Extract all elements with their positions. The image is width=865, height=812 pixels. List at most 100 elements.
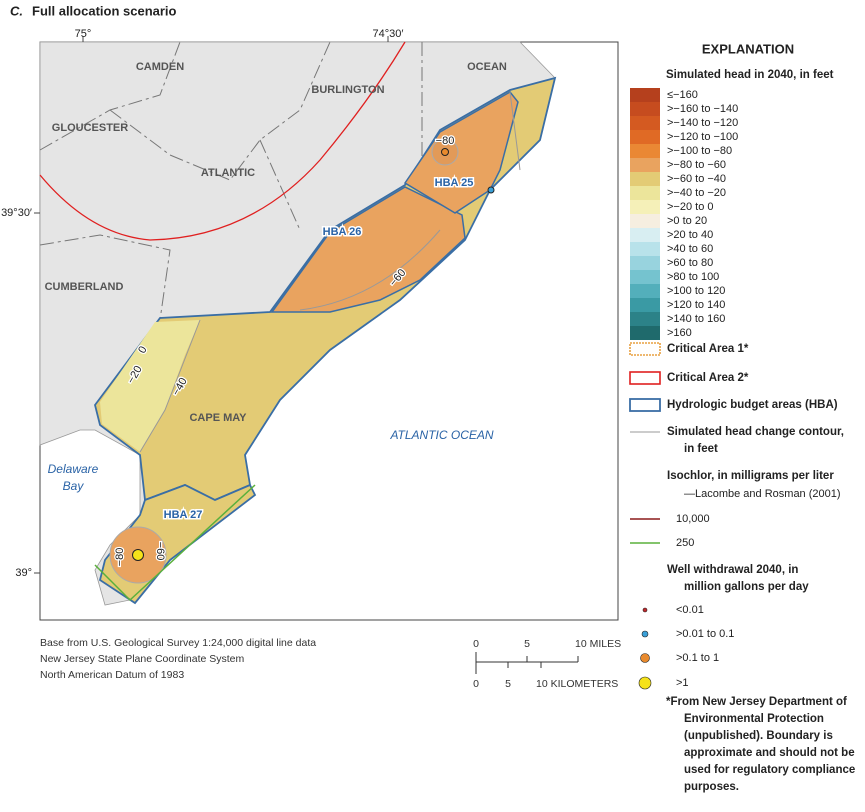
scale-bar [475, 652, 579, 674]
graticule-ticks [34, 36, 389, 574]
legend-label: Critical Area 2* [667, 372, 749, 384]
well [487, 186, 495, 194]
ramp-swatch [630, 186, 660, 200]
ramp-label: >−80 to −60 [667, 159, 726, 171]
ramp-label: >−160 to −140 [667, 103, 738, 115]
ramp-swatch [630, 256, 660, 270]
ramp-swatch [630, 284, 660, 298]
well [132, 549, 144, 561]
ramp-swatch [630, 144, 660, 158]
legend-label: 10,000 [676, 513, 710, 525]
scale-label: 0 [473, 678, 479, 690]
legend-label: —Lacombe and Rosman (2001) [684, 488, 841, 500]
ramp-label: ≤−160 [667, 89, 698, 101]
hba-label: HBA 25 [435, 177, 474, 189]
ramp-swatch [630, 298, 660, 312]
ramp-swatch [630, 172, 660, 186]
legend-label: Simulated head change contour, [667, 426, 844, 438]
ramp-label: >−120 to −100 [667, 131, 738, 143]
legend-swatch [629, 342, 661, 356]
ramp-label: >100 to 120 [667, 285, 725, 297]
lon-label: 74°30′ [373, 28, 404, 40]
legend-label: Critical Area 1* [667, 343, 749, 355]
county-label: ATLANTIC [201, 167, 255, 179]
water-label: Bay [63, 479, 85, 493]
footnote: *From New Jersey Department of [666, 696, 847, 708]
critical-area-2 [39, 41, 406, 241]
ramp-swatch [630, 88, 660, 102]
ramp-label: >−140 to −120 [667, 117, 738, 129]
scale-label: 5 [524, 638, 530, 650]
contours [139, 91, 521, 453]
ramp-label: >140 to 160 [667, 313, 725, 325]
ramp-swatch [630, 270, 660, 284]
footnote: used for regulatory compliance [684, 764, 855, 776]
ramp-label: >−40 to −20 [667, 187, 726, 199]
lat-label: 39° [15, 567, 32, 579]
scale-label: 5 [505, 678, 511, 690]
isochlor-250 [94, 484, 256, 602]
lon-label: 75° [75, 28, 92, 40]
legend-swatch [629, 398, 661, 412]
ramp-swatch [630, 102, 660, 116]
scale-label: 10 KILOMETERS [536, 678, 618, 690]
legend-heading: million gallons per day [684, 581, 809, 593]
ramp-swatch [630, 200, 660, 214]
source-note: North American Datum of 1983 [40, 669, 184, 681]
footnote: Environmental Protection [684, 713, 824, 725]
footnote: purposes. [684, 781, 739, 793]
county-label: GLOUCESTER [52, 122, 128, 134]
ramp-label: >0 to 20 [667, 215, 707, 227]
contour-label: −60 [154, 542, 166, 561]
legend-label: Hydrologic budget areas (HBA) [667, 399, 838, 411]
ramp-label: >40 to 60 [667, 243, 713, 255]
legend-label: in feet [684, 443, 718, 455]
legend-heading: Simulated head in 2040, in feet [666, 69, 834, 81]
ramp-swatch [630, 158, 660, 172]
legend-label: <0.01 [676, 604, 704, 616]
ramp-label: >−60 to −40 [667, 173, 726, 185]
lat-label: 39°30′ [1, 207, 32, 219]
hba-label: HBA 27 [164, 509, 203, 521]
ramp-label: >−100 to −80 [667, 145, 732, 157]
legend-title: EXPLANATION [702, 41, 794, 56]
ramp-swatch [630, 228, 660, 242]
ramp-swatch [630, 242, 660, 256]
legend-label: >0.01 to 0.1 [676, 628, 734, 640]
panel-letter: C. [10, 3, 23, 18]
source-note: New Jersey State Plane Coordinate System [40, 653, 245, 665]
legend-label: >1 [676, 677, 689, 689]
county-label: CAPE MAY [189, 412, 247, 424]
ramp-swatch [630, 214, 660, 228]
ramp-label: >60 to 80 [667, 257, 713, 269]
panel-title: Full allocation scenario [32, 3, 177, 18]
legend-heading: Isochlor, in milligrams per liter [667, 470, 834, 482]
hba-25-zone [403, 91, 519, 214]
head-zone-light [100, 320, 200, 452]
ramp-label: >80 to 100 [667, 271, 719, 283]
county-label: CAMDEN [136, 61, 184, 73]
scale-label: 0 [473, 638, 479, 650]
legend-well [640, 653, 650, 663]
county-lines [39, 41, 423, 321]
map: 75° 74°30′ 39°30′ 39° CAMDEN BURLINGTON … [1, 28, 619, 621]
legend-swatch [629, 371, 661, 385]
ramp-label: >−20 to 0 [667, 201, 714, 213]
footnote: approximate and should not be [684, 747, 855, 759]
well [441, 148, 449, 156]
source-note: Base from U.S. Geological Survey 1:24,00… [40, 637, 316, 649]
legend: EXPLANATION Simulated head in 2040, in f… [629, 41, 855, 793]
legend-heading: Well withdrawal 2040, in [667, 564, 798, 576]
ramp-swatch [630, 116, 660, 130]
legend-label: 250 [676, 537, 694, 549]
ramp-label: >120 to 140 [667, 299, 725, 311]
contour-label: −80 [114, 548, 126, 567]
scale-label: 10 MILES [575, 638, 621, 650]
legend-label: >0.1 to 1 [676, 652, 719, 664]
ramp-swatch [630, 326, 660, 340]
hba-label: HBA 26 [323, 226, 362, 238]
ramp-label: >160 [667, 327, 692, 339]
ramp-swatch [630, 130, 660, 144]
ramp-swatch [630, 312, 660, 326]
